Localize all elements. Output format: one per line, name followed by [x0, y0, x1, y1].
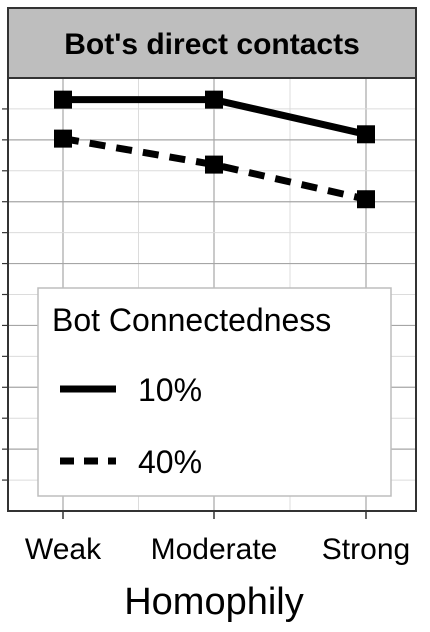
legend-label-40: 40% [138, 444, 202, 480]
x-tick-label: Moderate [151, 533, 278, 566]
series-line-1 [62, 135, 367, 203]
series-points [54, 90, 375, 209]
x-axis-title: Homophily [124, 581, 304, 623]
data-point [205, 155, 223, 174]
legend: Bot Connectedness 10% 40% [37, 287, 392, 497]
x-tick-label: Strong [322, 533, 410, 566]
facet-strip [7, 7, 417, 79]
legend-title: Bot Connectedness [52, 302, 331, 338]
x-tick-label: Weak [25, 533, 102, 566]
x-axis: Weak Moderate Strong [25, 511, 410, 566]
data-point [205, 90, 223, 109]
data-point [54, 90, 72, 109]
data-point [357, 125, 375, 144]
legend-label-10: 10% [138, 372, 202, 408]
facet-strip-title: Bot's direct contacts [64, 28, 360, 61]
data-point [54, 129, 72, 148]
data-point [357, 190, 375, 209]
panel-border [7, 77, 417, 512]
